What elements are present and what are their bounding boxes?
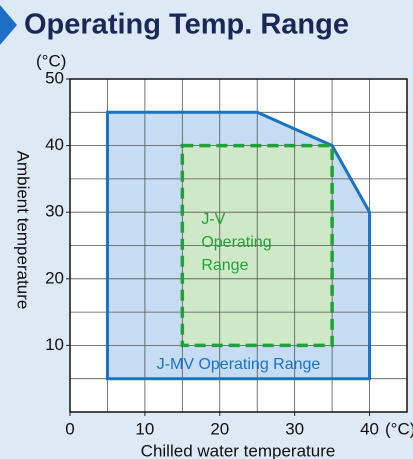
region-label: Range (201, 257, 248, 274)
region-outline (105, 110, 372, 381)
x-tick-label: 30 (285, 419, 304, 438)
y-tick-label: 40 (45, 135, 64, 154)
title-icon (0, 5, 17, 45)
chart-title: Operating Temp. Range (24, 9, 349, 41)
y-tick-label: 50 (45, 68, 64, 87)
region-label: Operating (201, 234, 271, 251)
x-tick-label: 0 (65, 419, 74, 438)
y-tick-label: 30 (45, 202, 64, 221)
x-axis-label: Chilled water temperature (141, 441, 336, 459)
x-tick-label: 40 (360, 419, 379, 438)
x-unit: (°C) (385, 419, 413, 438)
plot-border (69, 78, 408, 413)
y-unit: (°C) (36, 51, 66, 70)
y-tick-label: 10 (45, 335, 64, 354)
x-tick-label: 20 (210, 419, 229, 438)
region-label: J-MV Operating Range (157, 356, 321, 373)
y-tick-label: 20 (45, 268, 64, 287)
region-outline (180, 143, 334, 348)
x-tick-label: 10 (135, 419, 154, 438)
region-label: J-V (201, 211, 225, 228)
y-axis-label: Ambient temperature (14, 151, 33, 310)
